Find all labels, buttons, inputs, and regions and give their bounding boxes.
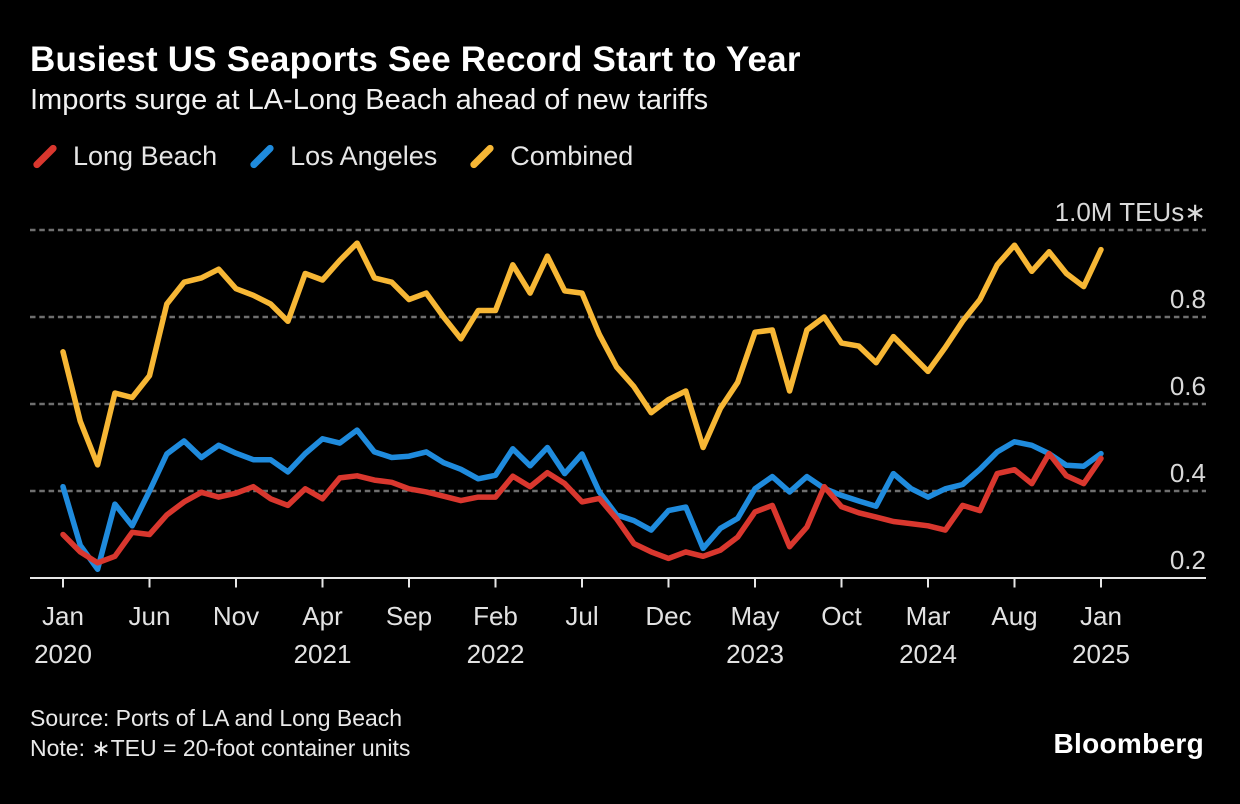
x-axis-tick-label-year: 2025: [1072, 639, 1130, 669]
x-axis-tick-label-month: Apr: [302, 601, 343, 631]
y-axis-tick-label: 0.2: [1170, 545, 1206, 575]
x-axis-tick-label-month: Nov: [213, 601, 259, 631]
x-axis-tick-label-month: Aug: [991, 601, 1037, 631]
chart-subtitle: Imports surge at LA-Long Beach ahead of …: [30, 84, 709, 116]
y-axis-tick-label: 0.6: [1170, 371, 1206, 401]
legend-label: Long Beach: [73, 141, 218, 171]
x-axis-tick-label-year: 2024: [899, 639, 957, 669]
x-axis-tick-label-year: 2021: [294, 639, 352, 669]
x-axis-tick-label-month: Sep: [386, 601, 432, 631]
source-text: Source: Ports of LA and Long Beach: [30, 705, 403, 731]
legend-label: Los Angeles: [290, 141, 438, 171]
legend-item-long-beach: Long Beach: [30, 141, 217, 172]
series-line-los-angeles: [60, 427, 1104, 573]
series-line-long-beach: [60, 450, 1104, 566]
x-axis-tick-label-month: Oct: [821, 601, 862, 631]
y-axis-unit-label: 1.0M TEUs∗: [1055, 197, 1206, 227]
y-axis-tick-label: 0.4: [1170, 458, 1206, 488]
x-axis-tick-label-month: Feb: [473, 601, 518, 631]
x-axis-tick-label-month: May: [730, 601, 779, 631]
x-axis-tick-label-month: Dec: [645, 601, 691, 631]
note-text: Note: ∗TEU = 20-foot container units: [30, 735, 411, 761]
x-axis-tick-label-month: Mar: [906, 601, 951, 631]
x-axis-tick-label-year: 2023: [726, 639, 784, 669]
x-axis-tick-label-month: Jan: [42, 601, 84, 631]
series-line-combined: [60, 240, 1104, 468]
legend-item-los-angeles: Los Angeles: [247, 141, 437, 172]
x-axis-tick-label-month: Jan: [1080, 601, 1122, 631]
legend-item-combined: Combined: [467, 141, 633, 172]
bloomberg-logo: Bloomberg: [1053, 728, 1204, 759]
legend: Long Beach Los Angeles Combined: [30, 141, 633, 172]
chart-title: Busiest US Seaports See Record Start to …: [30, 40, 801, 79]
legend-label: Combined: [510, 141, 634, 171]
x-axis-tick-label-year: 2020: [34, 639, 92, 669]
y-axis-tick-label: 0.8: [1170, 284, 1206, 314]
x-axis-tick-label-month: Jul: [565, 601, 598, 631]
x-axis-tick-label-month: Jun: [129, 601, 171, 631]
x-axis-tick-label-year: 2022: [467, 639, 525, 669]
